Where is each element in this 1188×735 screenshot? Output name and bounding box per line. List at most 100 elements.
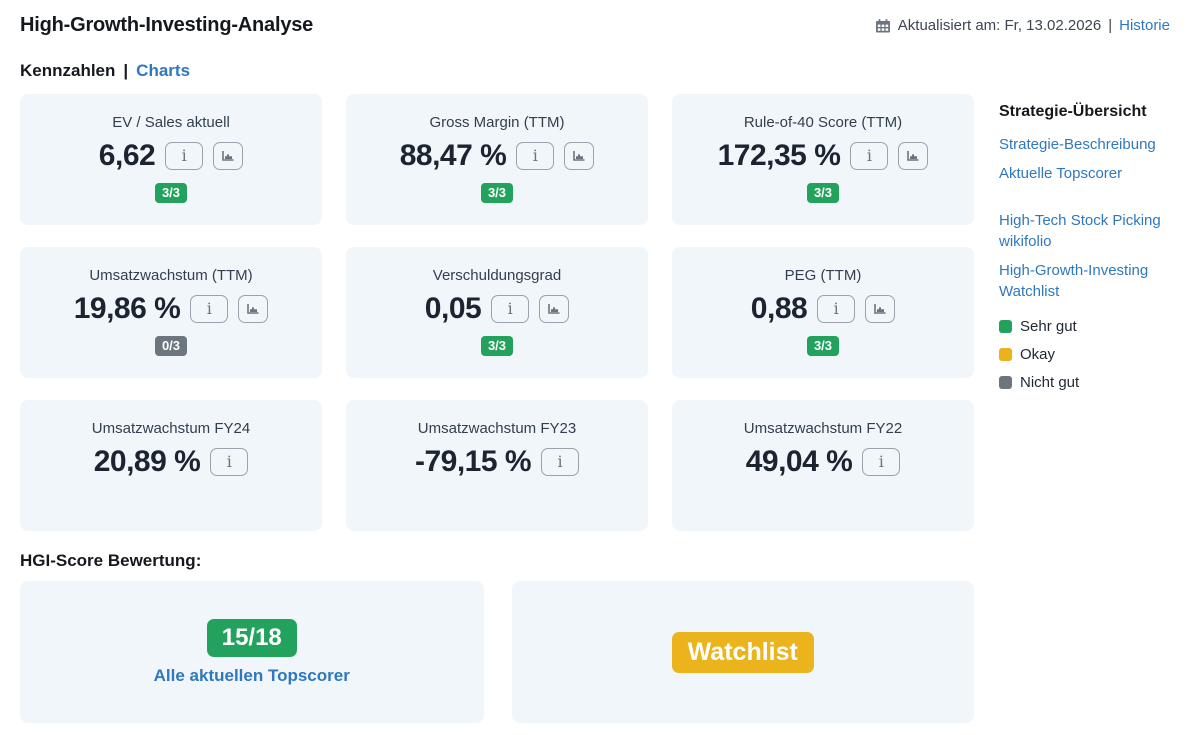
metrics-grid: EV / Sales aktuell 6,62 i 3/3 Gross Marg… <box>20 94 974 531</box>
legend-item: Nicht gut <box>999 374 1170 391</box>
info-icon: i <box>507 299 513 318</box>
metric-card: Verschuldungsgrad 0,05 i 3/3 <box>346 247 648 378</box>
metric-value: 49,04 % <box>745 445 853 478</box>
updated-info: Aktualisiert am: Fr, 13.02.2026 | Histor… <box>875 17 1170 34</box>
legend-swatch-icon <box>999 320 1012 333</box>
info-icon: i <box>866 146 872 165</box>
watchlist-card: Watchlist <box>511 581 974 723</box>
bar-chart-icon <box>548 304 560 314</box>
info-button[interactable]: i <box>190 295 229 323</box>
bar-chart-icon <box>907 151 919 161</box>
content: EV / Sales aktuell 6,62 i 3/3 Gross Marg… <box>20 94 1170 723</box>
info-icon: i <box>206 299 212 318</box>
legend-label: Nicht gut <box>1020 374 1080 391</box>
metric-label: Umsatzwachstum (TTM) <box>89 267 253 284</box>
metric-value: 88,47 % <box>399 139 507 172</box>
history-link[interactable]: Historie <box>1119 17 1170 34</box>
sidebar-link[interactable]: Strategie-Beschreibung <box>999 136 1156 153</box>
bar-chart-icon <box>247 304 259 314</box>
metric-card: PEG (TTM) 0,88 i 3/3 <box>672 247 974 378</box>
watchlist-badge: Watchlist <box>671 631 814 673</box>
metric-score-badge: 3/3 <box>480 336 514 356</box>
legend-label: Sehr gut <box>1020 318 1077 335</box>
chart-button[interactable] <box>213 142 244 170</box>
header: High-Growth-Investing-Analyse Aktualisie… <box>20 14 1170 37</box>
info-button[interactable]: i <box>165 142 204 170</box>
metric-card: Umsatzwachstum FY23 -79,15 % i <box>346 400 648 531</box>
metric-score-badge: 3/3 <box>806 183 840 203</box>
info-button[interactable]: i <box>541 448 580 476</box>
chart-button[interactable] <box>564 142 595 170</box>
legend-item: Sehr gut <box>999 318 1170 335</box>
metric-card: Umsatzwachstum FY24 20,89 % i <box>20 400 322 531</box>
metric-value-row: 172,35 % i <box>718 136 929 176</box>
tab-charts[interactable]: Charts <box>136 61 191 80</box>
tab-kennzahlen[interactable]: Kennzahlen <box>20 61 116 80</box>
metric-label: Umsatzwachstum FY22 <box>743 420 903 437</box>
rating-legend: Sehr gut Okay Nicht gut <box>999 318 1170 391</box>
metric-value: 172,35 % <box>717 139 841 172</box>
header-separator: | <box>1108 17 1113 34</box>
metric-value-row: 6,62 i <box>98 136 244 176</box>
bar-chart-icon <box>874 304 886 314</box>
sidebar-link[interactable]: High-Tech Stock Picking wikifolio <box>999 212 1161 250</box>
metric-value-row: 0,05 i <box>424 289 570 329</box>
metric-label: Verschuldungsgrad <box>432 267 562 284</box>
info-button[interactable]: i <box>491 295 530 323</box>
chart-button[interactable] <box>865 295 896 323</box>
legend-swatch-icon <box>999 348 1012 361</box>
updated-text: Aktualisiert am: Fr, 13.02.2026 <box>897 17 1102 34</box>
chart-button[interactable] <box>238 295 269 323</box>
info-icon: i <box>878 452 884 471</box>
metric-value: -79,15 % <box>414 445 532 478</box>
sidebar-title: Strategie-Übersicht <box>999 103 1147 120</box>
metric-label: Umsatzwachstum FY24 <box>91 420 251 437</box>
hgi-score-heading: HGI-Score Bewertung: <box>20 551 202 570</box>
metric-card: Rule-of-40 Score (TTM) 172,35 % i 3/3 <box>672 94 974 225</box>
legend-label: Okay <box>1020 346 1056 363</box>
metric-card: Umsatzwachstum FY22 49,04 % i <box>672 400 974 531</box>
calendar-icon <box>875 18 891 34</box>
info-button[interactable]: i <box>516 142 555 170</box>
metric-value-row: 20,89 % i <box>94 442 249 482</box>
metric-label: PEG (TTM) <box>784 267 862 284</box>
metric-value: 0,05 <box>424 292 482 325</box>
tab-separator: | <box>123 61 129 80</box>
sidebar-external-links: High-Tech Stock Picking wikifolio High-G… <box>999 210 1170 302</box>
main-area: EV / Sales aktuell 6,62 i 3/3 Gross Marg… <box>20 94 974 723</box>
info-button[interactable]: i <box>817 295 856 323</box>
metric-label: EV / Sales aktuell <box>112 114 230 131</box>
legend-swatch-icon <box>999 376 1012 389</box>
hgi-score-badge: 15/18 <box>206 618 297 657</box>
sidebar-links: Strategie-Beschreibung Aktuelle Topscore… <box>999 134 1170 184</box>
metric-value: 20,89 % <box>93 445 201 478</box>
chart-button[interactable] <box>539 295 570 323</box>
info-icon: i <box>226 452 232 471</box>
info-icon: i <box>557 452 563 471</box>
chart-button[interactable] <box>898 142 929 170</box>
legend-item: Okay <box>999 346 1170 363</box>
metric-score-badge: 3/3 <box>806 336 840 356</box>
info-icon: i <box>532 146 538 165</box>
sidebar-link[interactable]: Aktuelle Topscorer <box>999 165 1123 182</box>
info-icon: i <box>181 146 187 165</box>
page-title: High-Growth-Investing-Analyse <box>20 14 314 36</box>
hgi-score-section: 15/18 Alle aktuellen Topscorer Watchlist <box>20 581 974 723</box>
info-button[interactable]: i <box>210 448 249 476</box>
info-button[interactable]: i <box>862 448 901 476</box>
metric-value-row: 19,86 % i <box>74 289 269 329</box>
metric-label: Umsatzwachstum FY23 <box>417 420 577 437</box>
metric-value: 6,62 <box>98 139 156 172</box>
metric-value-row: 88,47 % i <box>400 136 595 176</box>
metric-label: Gross Margin (TTM) <box>429 114 565 131</box>
bar-chart-icon <box>222 151 234 161</box>
metric-card: Umsatzwachstum (TTM) 19,86 % i 0/3 <box>20 247 322 378</box>
view-tabs: Kennzahlen | Charts <box>20 61 1170 81</box>
topscorer-link[interactable]: Alle aktuellen Topscorer <box>153 665 350 685</box>
info-button[interactable]: i <box>850 142 889 170</box>
metric-value: 19,86 % <box>73 292 181 325</box>
sidebar-link[interactable]: High-Growth-Investing Watchlist <box>999 262 1149 300</box>
metric-value: 0,88 <box>750 292 808 325</box>
metric-score-badge: 0/3 <box>154 336 188 356</box>
bar-chart-icon <box>573 151 585 161</box>
